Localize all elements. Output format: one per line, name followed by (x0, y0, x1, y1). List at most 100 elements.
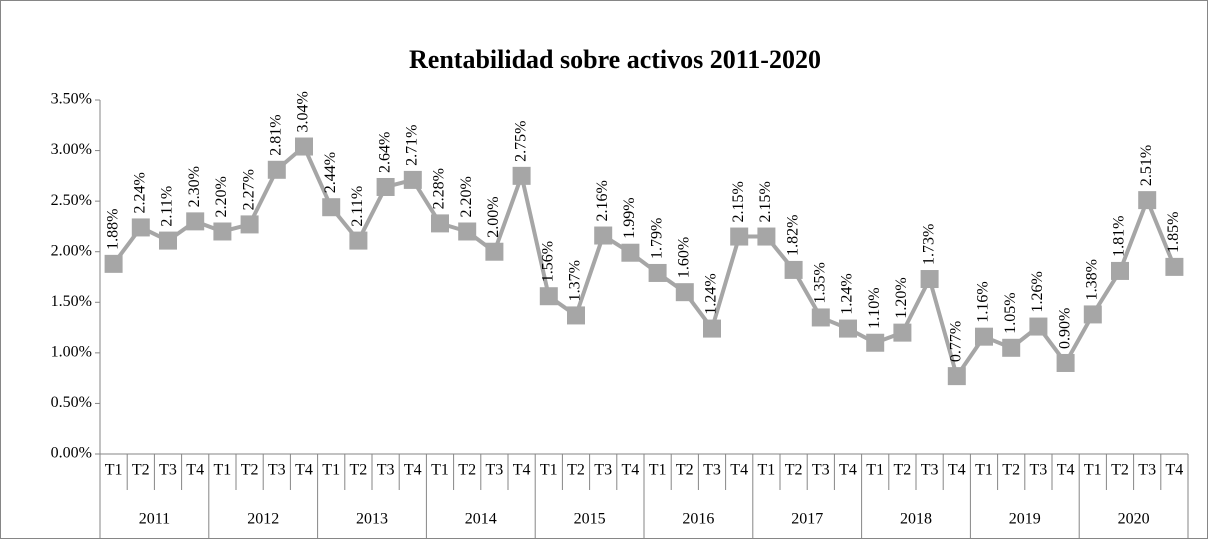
value-label: 2.15% (730, 181, 747, 222)
value-label: 1.56% (539, 241, 556, 282)
value-label: 2.71% (403, 125, 420, 166)
value-label: 2.20% (458, 176, 475, 217)
x-tick-label: T1 (431, 462, 449, 479)
marker (975, 327, 993, 346)
x-tick-label: T2 (1111, 462, 1129, 479)
x-tick-label: T4 (513, 462, 531, 479)
marker (730, 227, 749, 246)
x-group-label: 2020 (1118, 511, 1150, 528)
marker (784, 260, 803, 279)
x-tick-label: T4 (295, 462, 313, 479)
marker (920, 270, 939, 289)
x-tick-label: T1 (1084, 462, 1102, 479)
x-tick-label: T1 (975, 462, 993, 479)
marker (1056, 353, 1075, 372)
y-tick-label: 0.50% (51, 394, 92, 411)
x-tick-label: T4 (1057, 462, 1075, 479)
x-tick-label: T3 (703, 462, 721, 479)
marker (1029, 317, 1048, 336)
marker (893, 323, 912, 342)
x-group-label: 2012 (247, 511, 279, 528)
marker (1111, 261, 1129, 280)
value-label: 0.77% (947, 321, 964, 362)
x-tick-label: T3 (159, 462, 177, 479)
marker (322, 198, 341, 217)
value-label: 2.81% (267, 114, 284, 155)
value-label: 3.04% (295, 91, 312, 132)
value-label: 2.75% (512, 121, 529, 162)
marker (131, 218, 150, 237)
value-label: 1.81% (1111, 216, 1128, 257)
y-tick-label: 0.00% (51, 445, 92, 462)
marker (621, 243, 640, 262)
marker (648, 263, 667, 282)
x-tick-label: T2 (350, 462, 368, 479)
marker (349, 231, 368, 250)
value-label: 2.16% (594, 180, 611, 221)
marker (1002, 338, 1021, 357)
x-tick-label: T1 (649, 462, 667, 479)
x-tick-label: T1 (322, 462, 340, 479)
x-tick-label: T3 (921, 462, 939, 479)
x-tick-label: T2 (567, 462, 585, 479)
x-tick-label: T3 (486, 462, 504, 479)
marker (757, 227, 776, 246)
value-label: 1.24% (839, 273, 856, 314)
y-tick-label: 3.50% (51, 91, 92, 108)
marker (866, 333, 885, 352)
x-tick-label: T4 (948, 462, 966, 479)
marker (213, 222, 232, 241)
x-tick-label: T2 (785, 462, 803, 479)
x-group-label: 2017 (791, 511, 823, 528)
x-tick-label: T1 (540, 462, 558, 479)
value-label: 1.60% (675, 237, 692, 278)
x-tick-label: T4 (1166, 462, 1184, 479)
y-tick-label: 1.00% (51, 344, 92, 361)
marker (403, 170, 422, 189)
x-tick-label: T1 (214, 462, 232, 479)
value-label: 2.11% (349, 186, 366, 227)
chart-title: Rentabilidad sobre activos 2011-2020 (409, 45, 821, 74)
marker (431, 214, 449, 233)
value-label: 1.79% (648, 218, 665, 259)
value-label: 1.38% (1083, 259, 1100, 300)
marker (295, 137, 313, 156)
value-label: 1.73% (920, 224, 937, 265)
y-tick-label: 2.00% (51, 242, 92, 259)
x-tick-label: T3 (594, 462, 612, 479)
x-tick-label: T3 (268, 462, 286, 479)
x-tick-label: T2 (241, 462, 259, 479)
marker (947, 367, 966, 386)
x-group-label: 2013 (356, 511, 388, 528)
marker (1138, 191, 1157, 210)
x-tick-label: T4 (839, 462, 857, 479)
value-label: 1.37% (567, 260, 584, 301)
value-label: 2.15% (757, 181, 774, 222)
x-group-label: 2015 (574, 511, 606, 528)
marker (567, 306, 585, 325)
x-tick-label: T4 (404, 462, 422, 479)
marker (186, 212, 205, 231)
value-label: 2.27% (240, 169, 257, 210)
marker (267, 160, 286, 179)
value-label: 1.26% (1029, 271, 1046, 312)
x-tick-label: T4 (186, 462, 204, 479)
value-label: 2.30% (186, 166, 203, 207)
value-label: 2.28% (431, 168, 448, 209)
line (111, 144, 1177, 379)
marker (703, 319, 721, 338)
value-label: 1.35% (811, 262, 828, 303)
marker (811, 308, 830, 327)
x-tick-label: T4 (730, 462, 748, 479)
x-tick-label: T3 (377, 462, 395, 479)
x-group-label: 2016 (682, 511, 714, 528)
x-tick-label: T1 (758, 462, 776, 479)
value-label: 1.05% (1002, 292, 1019, 333)
marker (458, 222, 477, 241)
value-label: 1.99% (621, 197, 638, 238)
value-label: 1.85% (1165, 212, 1182, 253)
marker (485, 242, 504, 261)
x-group-label: 2011 (139, 511, 170, 528)
marker (376, 177, 395, 196)
